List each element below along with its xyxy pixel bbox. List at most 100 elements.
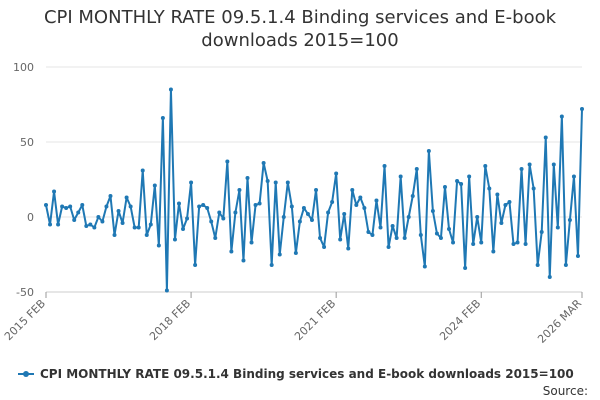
data-point[interactable] (495, 192, 500, 197)
data-point[interactable] (422, 264, 427, 269)
data-point[interactable] (277, 252, 282, 257)
data-point[interactable] (330, 200, 335, 204)
data-point[interactable] (273, 180, 278, 185)
data-point[interactable] (217, 210, 222, 215)
data-point[interactable] (241, 258, 246, 263)
data-point[interactable] (483, 164, 488, 168)
data-point[interactable] (253, 203, 258, 207)
data-point[interactable] (249, 240, 254, 245)
data-point[interactable] (84, 224, 89, 228)
data-point[interactable] (507, 200, 512, 204)
data-point[interactable] (326, 210, 331, 215)
data-point[interactable] (455, 179, 460, 183)
data-point[interactable] (128, 204, 133, 209)
data-point[interactable] (563, 263, 568, 267)
data-point[interactable] (531, 186, 536, 191)
data-point[interactable] (434, 231, 439, 236)
data-point[interactable] (64, 206, 69, 210)
data-point[interactable] (527, 162, 532, 167)
data-point[interactable] (172, 237, 177, 242)
data-point[interactable] (185, 216, 190, 221)
data-point[interactable] (370, 233, 375, 237)
data-point[interactable] (132, 225, 137, 230)
data-point[interactable] (575, 254, 580, 258)
data-point[interactable] (406, 215, 411, 219)
data-point[interactable] (80, 203, 85, 207)
data-point[interactable] (144, 233, 149, 237)
data-point[interactable] (176, 201, 181, 206)
data-point[interactable] (285, 180, 290, 185)
data-point[interactable] (322, 245, 327, 249)
data-point[interactable] (96, 215, 101, 219)
data-point[interactable] (88, 222, 93, 227)
data-point[interactable] (281, 215, 286, 219)
data-point[interactable] (116, 209, 121, 213)
data-point[interactable] (580, 107, 584, 111)
data-point[interactable] (289, 204, 294, 209)
data-point[interactable] (390, 224, 395, 228)
data-point[interactable] (499, 221, 504, 225)
data-point[interactable] (197, 204, 202, 209)
data-point[interactable] (265, 179, 270, 183)
data-point[interactable] (442, 185, 447, 189)
data-point[interactable] (539, 230, 544, 234)
data-point[interactable] (225, 159, 230, 164)
data-point[interactable] (487, 186, 492, 191)
data-point[interactable] (168, 87, 173, 92)
data-point[interactable] (297, 219, 302, 224)
data-point[interactable] (438, 236, 443, 240)
data-point[interactable] (459, 182, 464, 186)
data-point[interactable] (160, 116, 165, 120)
data-point[interactable] (366, 230, 371, 234)
data-point[interactable] (156, 243, 161, 248)
data-point[interactable] (136, 225, 141, 230)
data-point[interactable] (56, 222, 61, 227)
data-point[interactable] (394, 236, 399, 240)
data-point[interactable] (72, 218, 77, 222)
data-point[interactable] (571, 174, 576, 179)
data-point[interactable] (559, 114, 564, 119)
data-point[interactable] (354, 203, 359, 207)
data-point[interactable] (418, 233, 423, 237)
data-point[interactable] (318, 236, 323, 240)
data-point[interactable] (301, 206, 306, 210)
data-point[interactable] (342, 212, 347, 216)
data-point[interactable] (152, 183, 157, 188)
data-point[interactable] (245, 176, 250, 180)
data-point[interactable] (378, 225, 383, 230)
data-point[interactable] (140, 168, 145, 173)
data-point[interactable] (555, 225, 560, 230)
data-point[interactable] (515, 240, 520, 245)
data-point[interactable] (410, 194, 415, 198)
data-point[interactable] (237, 188, 242, 192)
data-point[interactable] (414, 167, 419, 171)
data-point[interactable] (503, 203, 508, 207)
data-point[interactable] (398, 174, 403, 179)
data-point[interactable] (451, 240, 456, 245)
data-point[interactable] (205, 206, 210, 210)
data-point[interactable] (475, 215, 480, 219)
data-point[interactable] (386, 245, 391, 249)
data-point[interactable] (447, 227, 452, 231)
data-point[interactable] (189, 180, 194, 185)
data-point[interactable] (104, 204, 109, 209)
data-point[interactable] (76, 210, 81, 215)
data-point[interactable] (68, 204, 73, 209)
data-point[interactable] (346, 246, 351, 251)
data-point[interactable] (334, 171, 339, 176)
data-point[interactable] (567, 218, 572, 222)
data-point[interactable] (471, 242, 476, 246)
data-point[interactable] (402, 236, 407, 240)
data-point[interactable] (193, 263, 198, 267)
data-point[interactable] (338, 237, 343, 242)
data-point[interactable] (426, 149, 431, 153)
data-point[interactable] (181, 227, 186, 231)
data-point[interactable] (491, 249, 496, 254)
data-point[interactable] (511, 242, 516, 246)
data-point[interactable] (314, 188, 319, 192)
data-point[interactable] (382, 164, 387, 168)
data-point[interactable] (120, 221, 125, 225)
data-point[interactable] (293, 251, 298, 255)
data-point[interactable] (269, 263, 274, 267)
data-point[interactable] (108, 194, 113, 198)
